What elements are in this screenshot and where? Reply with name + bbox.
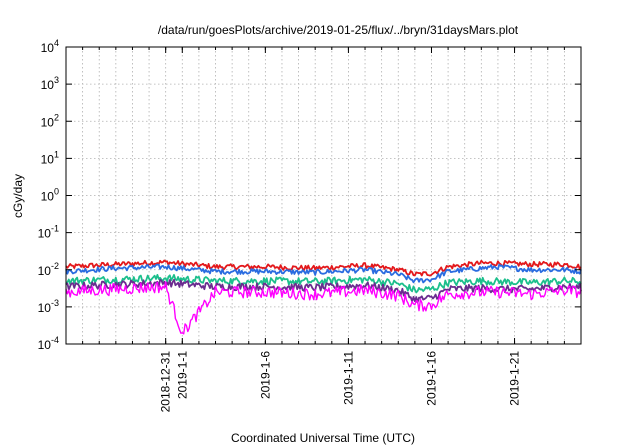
series-line-5 xyxy=(65,281,582,335)
y-tick-label: 10-3 xyxy=(38,298,59,315)
y-axis-label: cGy/day xyxy=(11,174,25,218)
series-line-3 xyxy=(65,273,582,294)
x-tick-label: 2019-1-11 xyxy=(341,351,355,405)
x-axis-label: Coordinated Universal Time (UTC) xyxy=(231,431,415,445)
x-tick-label: 2019-1-6 xyxy=(258,351,272,399)
chart-title: /data/run/goesPlots/archive/2019-01-25/f… xyxy=(158,23,519,37)
x-tick-label: 2018-12-31 xyxy=(159,351,173,413)
series-line-2 xyxy=(65,263,582,284)
x-tick-label: 2019-1-16 xyxy=(424,351,438,406)
x-ticks: 2018-12-31 2019-1-1 2019-1-6 2019-1-11 2019-… xyxy=(82,47,565,413)
series-line-1 xyxy=(65,259,582,277)
x-tick-label: 2019-1-1 xyxy=(175,351,189,399)
x-tick-label: 2019-1-21 xyxy=(508,351,522,406)
y-tick-label: 101 xyxy=(41,149,59,166)
series-group xyxy=(65,259,582,335)
y-tick-label: 10-4 xyxy=(38,335,59,352)
y-tick-label: 10-2 xyxy=(38,261,59,278)
y-tick-label: 104 xyxy=(41,38,59,55)
y-tick-label: 10-1 xyxy=(38,224,59,241)
y-tick-label: 103 xyxy=(41,75,59,92)
y-ticks: 10-4 10-3 10-2 10-1 100 101 102 103 104 xyxy=(38,38,581,352)
y-tick-label: 100 xyxy=(41,187,59,204)
grid xyxy=(66,47,581,344)
y-tick-label: 102 xyxy=(41,112,59,129)
